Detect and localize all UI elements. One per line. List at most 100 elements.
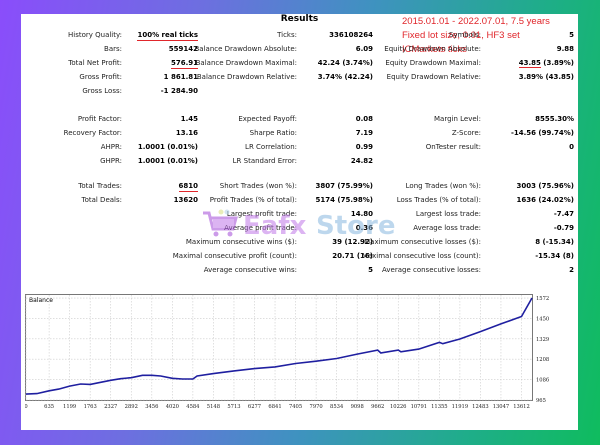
stat-value: 1.0001 (0.01%): [137, 157, 198, 165]
stat-label: Loss Trades (% of total):: [396, 196, 481, 204]
lot-size-note: Fixed lot size, 0.01, HF3 set: [402, 30, 520, 41]
stat-label: Equity Drawdown Relative:: [386, 73, 481, 81]
stat-label: GHPR:: [100, 157, 122, 165]
stat-value: 5174 (75.98%): [315, 196, 373, 204]
svg-text:5713: 5713: [227, 404, 240, 410]
stat-value: 39 (12.92): [332, 238, 373, 246]
svg-text:1763: 1763: [84, 404, 97, 410]
stat-value: 0.99: [355, 143, 373, 151]
stat-value: 1.0001 (0.01%): [137, 143, 198, 151]
svg-text:0: 0: [25, 404, 28, 410]
stat-value: 5: [368, 266, 373, 274]
stat-label: Symbols:: [448, 31, 481, 39]
stat-label: Z-Score:: [451, 129, 481, 137]
svg-text:11355: 11355: [431, 404, 448, 410]
stat-label: History Quality:: [68, 31, 122, 39]
stat-value: 0.36: [355, 224, 373, 232]
svg-text:3456: 3456: [145, 404, 158, 410]
stat-value: 13620: [173, 196, 198, 204]
svg-text:2327: 2327: [104, 404, 117, 410]
stat-value: -1 284.90: [160, 87, 198, 95]
svg-text:9662: 9662: [371, 404, 384, 410]
stat-label: Recovery Factor:: [63, 129, 122, 137]
svg-text:13612: 13612: [513, 404, 530, 410]
stat-value: 8555.30%: [535, 115, 574, 123]
stat-value: 9.88: [556, 45, 574, 53]
stat-label: Expected Payoff:: [238, 115, 297, 123]
svg-text:9098: 9098: [351, 404, 364, 410]
svg-text:6841: 6841: [268, 404, 281, 410]
stat-value: 100% real ticks: [137, 31, 198, 41]
stat-value: 2: [569, 266, 574, 274]
stat-label: Margin Level:: [434, 115, 481, 123]
stat-label: Largest profit trade:: [226, 210, 297, 218]
stat-value: -7.47: [553, 210, 574, 218]
stat-label: Maximal consecutive profit (count):: [172, 252, 297, 260]
stat-value: -0.79: [553, 224, 574, 232]
svg-text:7405: 7405: [289, 404, 302, 410]
svg-text:8534: 8534: [330, 404, 344, 410]
stat-value: 3003 (75.96%): [516, 182, 574, 190]
stat-label: Average consecutive losses:: [382, 266, 481, 274]
svg-text:13047: 13047: [493, 404, 510, 410]
svg-text:1329: 1329: [536, 337, 549, 343]
stat-label: Equity Drawdown Absolute:: [384, 45, 481, 53]
stat-label: OnTester result:: [425, 143, 481, 151]
stat-value: 1.45: [180, 115, 198, 123]
stat-label: Profit Trades (% of total):: [209, 196, 297, 204]
stat-label: Equity Drawdown Maximal:: [385, 59, 481, 67]
stat-label: Bars:: [104, 45, 122, 53]
stat-value: 559142: [168, 45, 198, 53]
stat-value: 6810: [178, 182, 198, 192]
test-period-note: 2015.01.01 - 2022.07.01, 7.5 years: [402, 16, 550, 27]
stat-value: 0: [569, 143, 574, 151]
svg-text:10791: 10791: [411, 404, 428, 410]
stat-value: 7.19: [355, 129, 373, 137]
stat-value: 8 (-15.34): [535, 238, 574, 246]
stat-label: Total Trades:: [78, 182, 122, 190]
stat-label: Gross Profit:: [79, 73, 122, 81]
stat-label: Ticks:: [277, 31, 297, 39]
stat-value: 3807 (75.99%): [315, 182, 373, 190]
stat-value: 20.71 (16): [332, 252, 373, 260]
svg-text:5148: 5148: [207, 404, 220, 410]
stat-value: 1636 (24.02%): [516, 196, 574, 204]
svg-text:635: 635: [44, 404, 54, 410]
svg-text:4584: 4584: [186, 404, 200, 410]
stat-value: 336108264: [329, 31, 373, 39]
svg-text:12483: 12483: [472, 404, 489, 410]
svg-text:10226: 10226: [390, 404, 407, 410]
svg-text:1450: 1450: [536, 317, 549, 323]
stat-label: Average loss trade:: [413, 224, 481, 232]
stat-label: Sharpe Ratio:: [249, 129, 297, 137]
stat-label: Maximum consecutive wins ($):: [185, 238, 297, 246]
stat-label: Maximal consecutive loss (count):: [361, 252, 481, 260]
balance-chart: Balance 0 635 1199 1763 2327 2892 3456 4020 4584…: [25, 294, 549, 410]
stat-label: Largest loss trade:: [415, 210, 481, 218]
stat-value: 14.80: [350, 210, 373, 218]
svg-text:1086: 1086: [536, 378, 549, 384]
svg-text:6277: 6277: [248, 404, 261, 410]
stat-value: 0.08: [355, 115, 373, 123]
stat-label: Balance Drawdown Relative:: [196, 73, 297, 81]
svg-text:1199: 1199: [63, 404, 76, 410]
stat-label: Gross Loss:: [82, 87, 122, 95]
stat-value: 5: [569, 31, 574, 39]
tick-source-note: ICMarkets ticks: [402, 44, 467, 55]
stat-label: LR Standard Error:: [232, 157, 297, 165]
stat-label: Profit Factor:: [77, 115, 122, 123]
chart-title: Balance: [29, 297, 53, 304]
stat-value: -14.56 (99.74%): [510, 129, 574, 137]
balance-line: [25, 297, 533, 395]
y-axis-ticks: 965 1086 1208 1329 1450 1572: [536, 296, 549, 404]
stat-value: 3.74% (42.24): [317, 73, 373, 81]
results-title: Results: [280, 14, 319, 24]
stat-value: 1 861.81: [163, 73, 198, 81]
stat-label: Balance Drawdown Maximal:: [195, 59, 297, 67]
stat-label: Total Deals:: [81, 196, 122, 204]
svg-text:965: 965: [536, 398, 546, 404]
stat-label: Short Trades (won %):: [219, 182, 297, 190]
svg-text:4020: 4020: [166, 404, 179, 410]
stat-label: AHPR:: [100, 143, 122, 151]
stat-label: Total Net Profit:: [68, 59, 122, 67]
